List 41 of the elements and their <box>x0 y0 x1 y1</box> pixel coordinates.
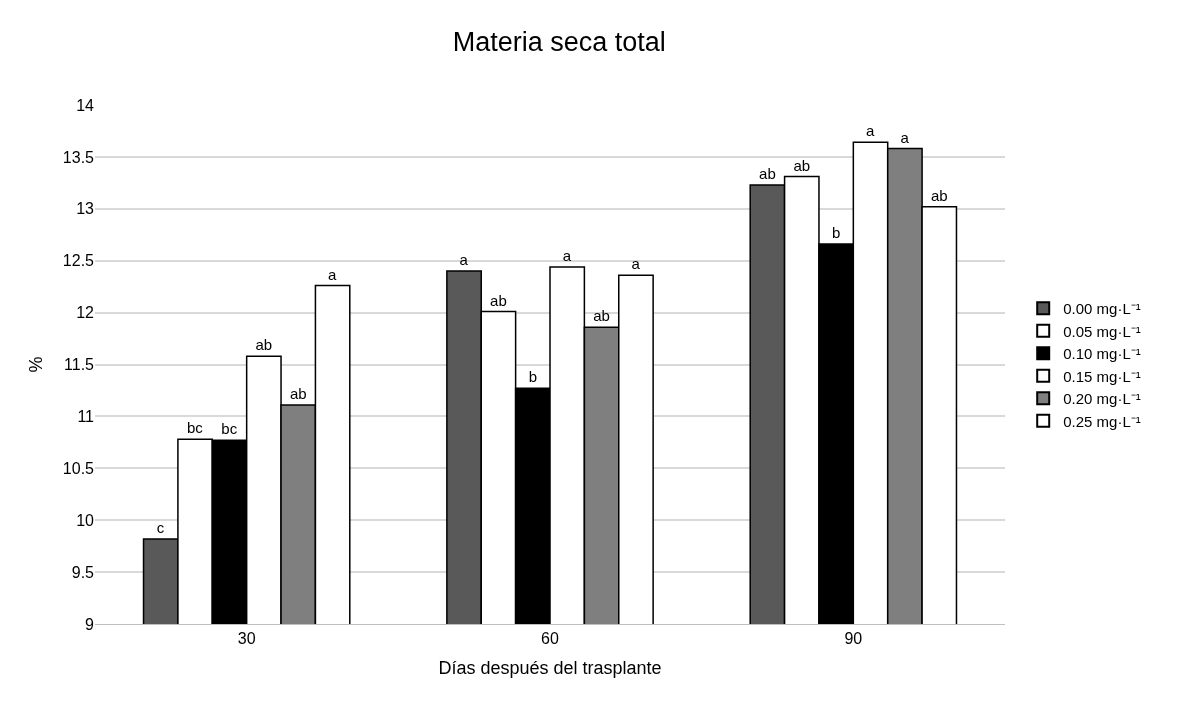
x-axis-title: Días después del trasplante <box>438 658 662 679</box>
y-tick-label: 11.5 <box>64 356 95 374</box>
x-tick-label: 90 <box>844 630 863 648</box>
y-tick-label: 12.5 <box>62 252 95 270</box>
data-label: ab <box>289 384 307 402</box>
data-label: a <box>328 265 338 283</box>
legend-label: 0.00 mg·L⁻¹ <box>1063 300 1141 318</box>
data-label: a <box>459 251 469 269</box>
data-label: c <box>156 518 165 536</box>
y-tick-label: 13.5 <box>62 148 95 166</box>
y-axis-title: % <box>26 356 47 373</box>
legend-label: 0.10 mg·L⁻¹ <box>1063 345 1141 363</box>
chart-title: Materia seca total <box>452 27 666 58</box>
legend-label: 0.20 mg·L⁻¹ <box>1063 390 1141 408</box>
data-label: ab <box>593 307 610 325</box>
data-label: a <box>900 128 910 146</box>
y-tick-label: 13 <box>76 200 95 218</box>
legend-label: 0.25 mg·L⁻¹ <box>1063 412 1141 430</box>
data-label: b <box>831 224 841 242</box>
legend-label: 0.15 mg·L⁻¹ <box>1063 367 1141 385</box>
x-tick-label: 60 <box>541 630 559 648</box>
data-label: ab <box>255 336 273 354</box>
y-tick-label: 14 <box>76 96 95 114</box>
data-label: a <box>866 122 876 140</box>
data-label: b <box>528 368 537 386</box>
data-label: a <box>631 255 641 273</box>
y-tick-label: 9 <box>85 615 95 633</box>
x-tick-label: 30 <box>237 630 256 648</box>
data-label: ab <box>793 156 811 174</box>
data-label: a <box>562 246 572 264</box>
y-tick-label: 10.5 <box>62 459 95 477</box>
data-label: ab <box>490 291 507 309</box>
data-label: ab <box>759 164 776 182</box>
y-tick-label: 11 <box>77 408 95 425</box>
data-label: ab <box>930 186 948 204</box>
y-tick-label: 12 <box>76 304 95 322</box>
y-tick-label: 10 <box>76 511 95 529</box>
data-label: bc <box>221 420 238 438</box>
legend-label: 0.05 mg·L⁻¹ <box>1063 322 1141 340</box>
y-tick-label: 9.5 <box>71 563 95 581</box>
data-label: bc <box>186 419 204 437</box>
